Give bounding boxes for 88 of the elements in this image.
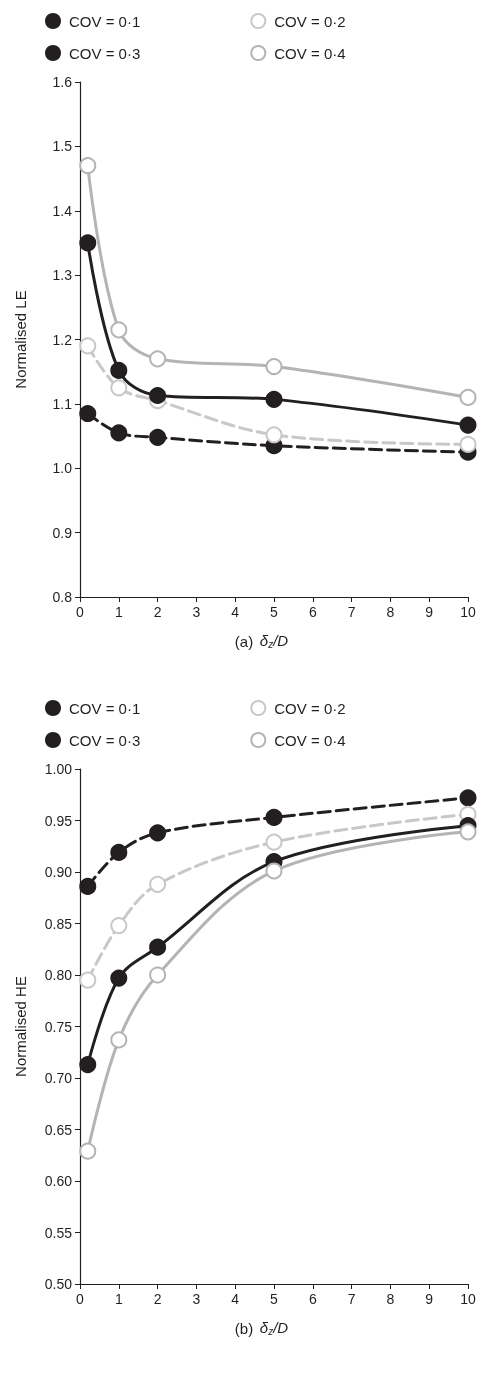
- y-tick-label: 1.5: [52, 138, 73, 155]
- y-tick-label: 0.75: [44, 1018, 73, 1035]
- x-tick-label: 1: [114, 1291, 123, 1307]
- point: [265, 808, 283, 826]
- point: [79, 877, 97, 895]
- point: [79, 157, 97, 175]
- point: [265, 390, 283, 408]
- legend-label: COV = 0·4: [274, 44, 346, 62]
- point: [459, 435, 477, 453]
- x-tick-label: 0: [76, 1291, 85, 1307]
- point: [79, 405, 97, 423]
- y-axis-title: Normalised LE: [12, 290, 29, 389]
- x-tick-label: 8: [386, 604, 395, 620]
- y-tick-label: 1.1: [52, 395, 73, 412]
- point: [265, 426, 283, 444]
- point: [459, 789, 477, 807]
- point: [110, 1031, 128, 1049]
- x-tick-label: 1: [114, 604, 123, 620]
- x-tick-label: 4: [231, 1291, 240, 1307]
- y-tick-label: 1.00: [44, 761, 73, 777]
- point: [149, 938, 167, 956]
- x-tick-label: 10: [460, 604, 476, 620]
- x-tick-label: 2: [153, 604, 162, 620]
- x-tick-label: 9: [425, 604, 434, 620]
- point: [79, 971, 97, 989]
- x-tick-label: 3: [192, 1291, 201, 1307]
- y-tick-label: 0.60: [44, 1173, 73, 1189]
- legend-label: COV = 0·2: [274, 12, 346, 30]
- y-tick-label: 0.95: [44, 812, 73, 829]
- point: [149, 966, 167, 984]
- text: (a): [234, 633, 254, 650]
- legend-label: COV = 0·2: [274, 699, 346, 717]
- x-tick-label: 0: [76, 604, 85, 620]
- point: [149, 824, 167, 842]
- y-axis-title: Normalised HE: [12, 976, 29, 1077]
- point: [265, 358, 283, 376]
- legend-label: COV = 0·1: [69, 12, 141, 30]
- point: [110, 917, 128, 935]
- point: [149, 428, 167, 446]
- x-tick-label: 3: [192, 604, 201, 620]
- point: [79, 1056, 97, 1074]
- y-tick-label: 0.50: [44, 1276, 73, 1292]
- point: [149, 350, 167, 368]
- x-tick-label: 5: [270, 604, 279, 620]
- point: [79, 234, 97, 252]
- y-tick-label: 1.0: [52, 460, 73, 477]
- y-tick-label: 1.4: [52, 202, 73, 219]
- point: [265, 833, 283, 851]
- y-tick-label: 0.9: [52, 524, 73, 541]
- x-tick-label: 7: [347, 1291, 356, 1307]
- y-tick-label: 0.55: [44, 1224, 73, 1241]
- x-tick-label: 9: [425, 1291, 434, 1307]
- x-tick-label: 7: [347, 604, 356, 620]
- point: [79, 1142, 97, 1160]
- point: [110, 321, 128, 339]
- y-tick-label: 0.90: [44, 864, 73, 880]
- text: (b): [234, 1320, 254, 1337]
- x-tick-label: 6: [308, 1291, 317, 1307]
- y-tick-label: 0.80: [44, 967, 73, 983]
- point: [110, 969, 128, 987]
- y-tick-label: 1.3: [52, 267, 73, 284]
- point: [459, 388, 477, 406]
- point: [110, 424, 128, 442]
- y-tick-label: 0.85: [44, 915, 73, 932]
- point: [149, 387, 167, 404]
- legend-label: COV = 0·1: [69, 699, 141, 717]
- x-tick-label: 4: [231, 604, 240, 620]
- y-tick-label: 0.8: [52, 589, 73, 605]
- y-tick-label: 0.65: [44, 1121, 73, 1138]
- point: [149, 875, 167, 893]
- x-tick-label: 8: [386, 1291, 395, 1307]
- legend-label: COV = 0·4: [274, 731, 346, 749]
- legend-label: COV = 0·3: [69, 731, 141, 749]
- x-tick-label: 2: [153, 1291, 162, 1307]
- point: [110, 379, 128, 397]
- x-tick-label: 10: [460, 1291, 476, 1307]
- y-tick-label: 1.2: [52, 331, 73, 348]
- y-tick-label: 0.70: [44, 1070, 73, 1086]
- legend-label: COV = 0·3: [69, 44, 141, 62]
- y-tick-label: 1.6: [52, 74, 73, 90]
- point: [265, 862, 283, 880]
- x-tick-label: 5: [270, 1291, 279, 1307]
- point: [110, 361, 128, 379]
- point: [459, 823, 477, 841]
- point: [459, 416, 477, 434]
- x-tick-label: 6: [308, 604, 317, 620]
- point: [110, 843, 128, 861]
- point: [79, 337, 97, 355]
